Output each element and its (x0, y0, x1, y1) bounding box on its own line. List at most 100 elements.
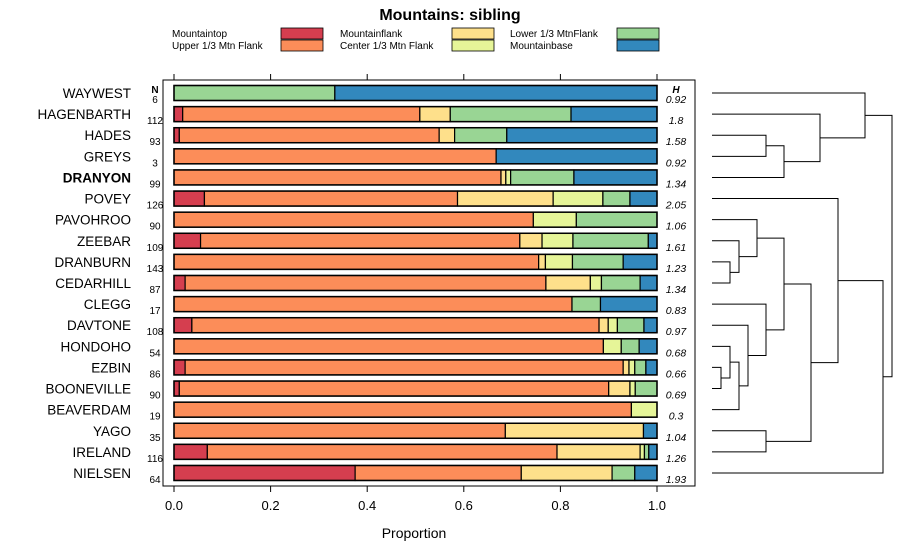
bar-row: BOONEVILLE 90 0.69 (45, 380, 686, 402)
plot-frame (162, 79, 696, 487)
bar-segment (184, 274, 547, 292)
bar-segment (622, 359, 630, 376)
bar-segment (173, 464, 356, 482)
bar-segment (173, 443, 208, 460)
bar-segment (173, 338, 604, 355)
legend-label: Mountaintop (172, 29, 227, 40)
bar-segment (607, 317, 618, 334)
bar-segment (630, 401, 658, 418)
x-tick-label: 0.0 (165, 498, 183, 513)
bar-segment (334, 84, 658, 102)
row-n-value: 64 (149, 475, 161, 486)
row-label: NIELSEN (73, 466, 131, 481)
bar-segment (173, 296, 573, 313)
bar-segment (454, 127, 508, 144)
bar-segment (506, 127, 658, 144)
bar-segment (184, 359, 624, 376)
dendrogram-branch (712, 145, 785, 178)
bar-outline (173, 169, 658, 186)
bar-outline (173, 316, 658, 334)
bar-segment (575, 211, 658, 228)
bar-segment (545, 274, 591, 292)
row-n-value: 90 (149, 391, 161, 402)
bar-segment (419, 106, 451, 123)
bar-segment (173, 127, 180, 144)
bar-segment (642, 422, 658, 439)
row-n-value: 54 (149, 348, 161, 359)
bar-segment (639, 443, 646, 460)
row-n-value: 108 (147, 327, 164, 338)
bar-segment (173, 232, 202, 249)
bar-outline (173, 190, 658, 207)
row-n-value: 112 (147, 116, 163, 127)
row-label: CEDARHILL (55, 276, 131, 291)
bar-row: PAVOHROO 90 1.06 (55, 211, 686, 233)
bar-segment (173, 401, 633, 418)
dendrogram (712, 92, 893, 474)
bar-segment (173, 380, 180, 397)
row-label: IRELAND (72, 445, 131, 460)
row-n-value: 87 (149, 285, 161, 296)
row-h-value: 1.23 (666, 263, 687, 275)
row-h-value: 0.92 (666, 157, 687, 169)
bar-row: IRELAND 116 1.26 (72, 443, 686, 465)
bar-segment (556, 443, 641, 460)
row-n-value: 35 (149, 433, 161, 444)
bar-segment (203, 190, 459, 207)
row-n-value: 99 (149, 179, 161, 190)
bar-segment (620, 338, 640, 355)
legend-label: Lower 1/3 MtnFlank (510, 29, 599, 40)
bar-row: CEDARHILL 87 1.34 (55, 274, 687, 296)
row-h-value: 2.05 (665, 200, 687, 212)
row-label: ZEEBAR (77, 234, 131, 249)
bar-outline (173, 148, 658, 165)
dendrogram-branch (712, 92, 866, 139)
bar-segment (199, 232, 521, 249)
bar-segment (206, 443, 558, 460)
legend-swatch (616, 39, 660, 52)
bar-outline (173, 380, 658, 397)
legend-swatch (616, 27, 660, 40)
row-h-value: 0.3 (669, 411, 684, 423)
bar-segment (191, 317, 600, 334)
dendrogram-branch (712, 280, 884, 474)
bar-segment (520, 464, 613, 482)
bar-segment (173, 359, 186, 376)
row-label: BEAVERDAM (47, 403, 131, 418)
bar-outline (173, 422, 658, 440)
bar-segment (648, 443, 658, 460)
row-label: POVEY (84, 192, 131, 207)
bar-outline (173, 295, 658, 313)
bar-outline (173, 443, 658, 461)
legend-swatch (280, 39, 324, 52)
bar-outline (173, 401, 658, 418)
bar-outline (173, 232, 658, 250)
bar-row: DAVTONE 108 0.97 (67, 316, 687, 338)
bar-segment (602, 338, 622, 355)
row-label: GREYS (84, 149, 131, 164)
bar-segment (173, 422, 506, 439)
bar-segment (449, 106, 572, 123)
bar-segment (173, 148, 497, 165)
bar-outline (173, 359, 658, 376)
x-axis-label: Proportion (382, 525, 447, 541)
bar-segment (643, 443, 650, 460)
dendrogram-branch (712, 134, 767, 157)
dendrogram-branch (712, 219, 758, 258)
row-h-value: 1.34 (666, 284, 687, 296)
bar-segment (647, 232, 658, 249)
row-h-value: 0.83 (666, 305, 687, 317)
legend-label: Mountainflank (340, 29, 403, 40)
row-n-value: 3 (152, 158, 158, 169)
bar-segment (599, 296, 658, 313)
bar-row: HADES 93 1.58 (84, 126, 686, 148)
dendrogram-branch (766, 283, 812, 442)
bar-outline (173, 211, 658, 228)
bar-segment (602, 190, 631, 207)
row-label: DAVTONE (67, 318, 131, 333)
row-h-value: 1.34 (666, 178, 687, 190)
row-h-value: 1.8 (669, 115, 684, 127)
bar-segment (182, 106, 421, 123)
